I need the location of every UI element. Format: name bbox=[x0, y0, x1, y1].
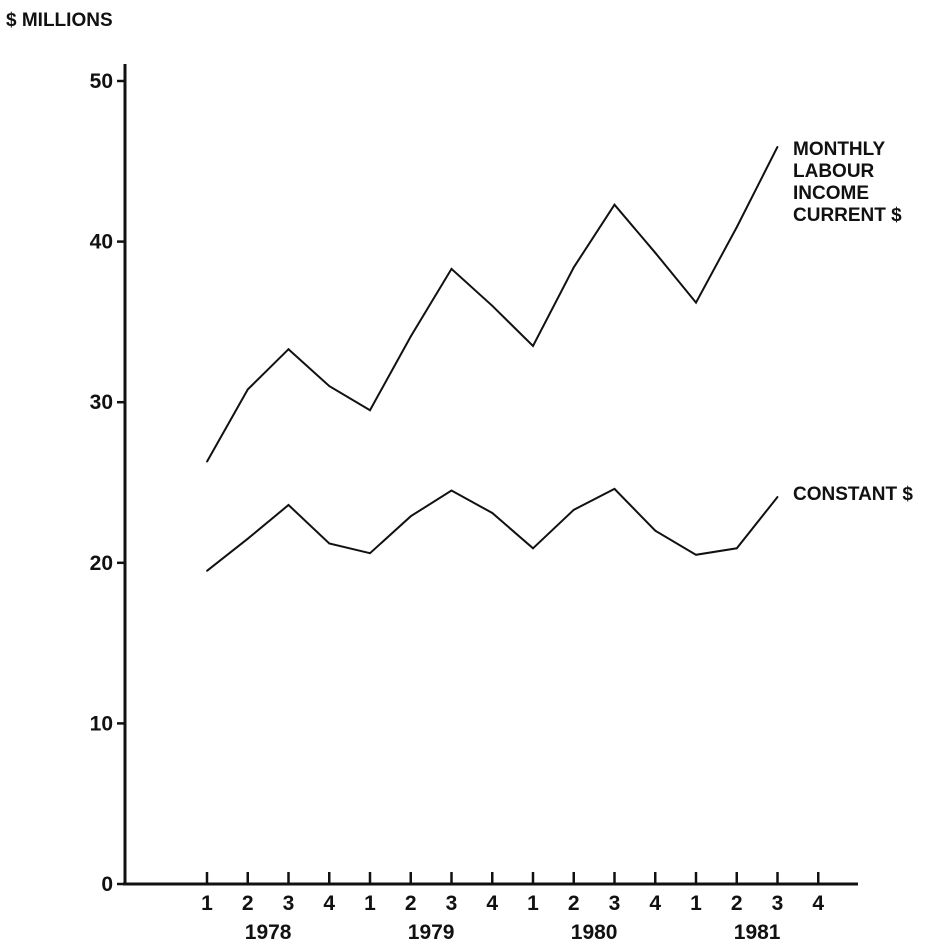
y-tick-label: 40 bbox=[90, 231, 113, 254]
y-tick-label: 50 bbox=[90, 70, 113, 93]
data-point bbox=[572, 508, 575, 511]
x-tick-label: 1 bbox=[364, 892, 376, 915]
x-tick-label: 4 bbox=[812, 892, 824, 915]
x-tick-label: 4 bbox=[486, 892, 498, 915]
x-tick-label: 2 bbox=[568, 892, 580, 915]
year-label: 1980 bbox=[571, 921, 618, 942]
data-point bbox=[328, 542, 331, 545]
data-point bbox=[369, 409, 371, 412]
x-tick-label: 4 bbox=[649, 892, 661, 915]
x-tick-label: 1 bbox=[201, 892, 213, 915]
data-point bbox=[246, 537, 249, 540]
data-point bbox=[409, 335, 412, 338]
data-point bbox=[735, 547, 738, 550]
data-point bbox=[369, 552, 371, 555]
data-point bbox=[246, 388, 249, 391]
y-axis-unit-label: $ MILLIONS bbox=[6, 10, 113, 31]
series-label: MONTHLY bbox=[793, 139, 886, 160]
x-tick-label: 2 bbox=[405, 892, 417, 915]
data-point bbox=[613, 488, 616, 490]
data-point bbox=[409, 515, 412, 518]
data-point bbox=[532, 547, 534, 550]
year-label: 1981 bbox=[734, 921, 781, 942]
y-tick-label: 10 bbox=[90, 712, 113, 735]
series-line-constant bbox=[206, 487, 779, 572]
year-labels: 1978 1979 1980 1981 bbox=[245, 921, 781, 944]
data-point bbox=[206, 460, 208, 463]
x-tick-label: 3 bbox=[446, 892, 458, 915]
data-point bbox=[491, 512, 494, 514]
x-tick-label: 1 bbox=[690, 892, 702, 915]
x-tick-label: 2 bbox=[731, 892, 743, 915]
x-axis-ticks: 1 2 3 4 1 2 3 4 1 2 3 4 1 2 3 4 bbox=[201, 872, 824, 915]
data-point bbox=[613, 203, 616, 206]
data-point bbox=[695, 301, 697, 304]
series-label: CONSTANT $ bbox=[793, 484, 913, 505]
data-point bbox=[735, 226, 738, 229]
x-tick-label: 1 bbox=[527, 892, 539, 915]
data-point bbox=[450, 489, 453, 492]
data-point bbox=[572, 266, 575, 269]
data-point bbox=[695, 553, 697, 556]
x-tick-label: 2 bbox=[242, 892, 254, 915]
series-label: LABOUR bbox=[793, 161, 875, 182]
y-axis-ticks: 0 10 20 30 40 50 bbox=[90, 70, 125, 896]
y-tick-label: 20 bbox=[90, 552, 113, 575]
series-lines bbox=[206, 145, 779, 572]
data-point bbox=[328, 385, 331, 388]
year-label: 1978 bbox=[245, 921, 292, 942]
data-point bbox=[654, 529, 657, 532]
data-point bbox=[654, 251, 657, 254]
series-label: INCOME bbox=[793, 183, 869, 204]
axes bbox=[123, 64, 858, 886]
data-point bbox=[776, 496, 779, 498]
data-point bbox=[776, 145, 779, 148]
y-tick-label: 0 bbox=[101, 873, 113, 896]
series-label: CURRENT $ bbox=[793, 205, 902, 226]
x-tick-label: 3 bbox=[772, 892, 784, 915]
x-tick-label: 3 bbox=[283, 892, 295, 915]
data-point bbox=[491, 304, 494, 307]
data-point bbox=[206, 569, 208, 572]
y-tick-label: 30 bbox=[90, 391, 113, 414]
series-line-current bbox=[206, 146, 779, 463]
data-point bbox=[287, 348, 290, 351]
data-point bbox=[287, 504, 290, 506]
data-point bbox=[450, 268, 453, 270]
x-tick-label: 3 bbox=[609, 892, 621, 915]
data-point bbox=[532, 345, 534, 347]
year-label: 1979 bbox=[408, 921, 455, 942]
x-tick-label: 4 bbox=[323, 892, 335, 915]
